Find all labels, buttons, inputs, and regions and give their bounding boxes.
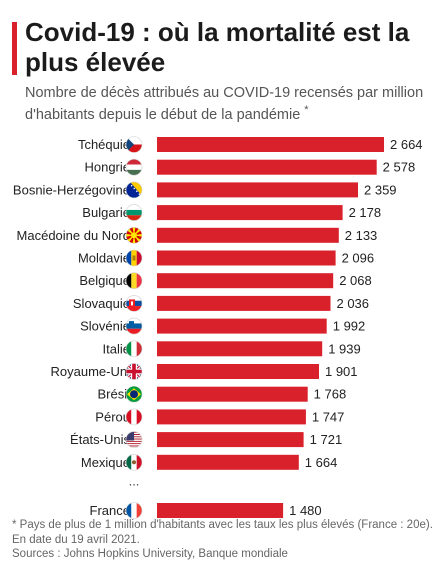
bar xyxy=(157,159,377,175)
it-flag-icon xyxy=(125,340,143,358)
footnote-note: * Pays de plus de 1 million d'habitants … xyxy=(12,519,433,531)
mx-flag-icon xyxy=(125,453,143,471)
value-label: 1 721 xyxy=(310,432,343,447)
sk-flag-icon xyxy=(125,295,143,312)
value-label: 2 068 xyxy=(339,273,372,288)
us-flag-icon xyxy=(125,431,143,448)
cz-flag-icon xyxy=(125,136,143,153)
chart-title: Covid-19 : où la mortalité est la plus é… xyxy=(25,17,410,77)
bar xyxy=(157,503,284,518)
bg-flag-icon xyxy=(125,204,143,221)
si-flag-icon xyxy=(125,317,143,335)
bar xyxy=(157,409,306,425)
value-label: 1 992 xyxy=(333,319,366,334)
value-label: 1 901 xyxy=(325,364,358,379)
bar xyxy=(157,250,336,266)
category-label: Slovaquie xyxy=(73,296,130,311)
bar xyxy=(157,137,384,152)
footnote-sources: Sources : Johns Hopkins University, Banq… xyxy=(12,548,288,560)
value-label: 1 768 xyxy=(314,387,347,402)
category-label: Brésil xyxy=(97,387,130,402)
value-label: 2 036 xyxy=(336,296,369,311)
value-label: 1 664 xyxy=(305,455,338,470)
category-label: Macédoine du Nord xyxy=(17,228,130,243)
category-label: Royaume-Uni xyxy=(51,364,131,379)
value-label: 2 359 xyxy=(364,182,397,197)
bar xyxy=(157,205,343,221)
category-label: Belgique xyxy=(79,273,130,288)
bar xyxy=(157,273,334,289)
bar xyxy=(157,386,308,402)
uk-flag-icon xyxy=(125,363,143,380)
bar xyxy=(157,318,327,334)
chart-subtitle: Nombre de décès attribués au COVID-19 re… xyxy=(25,85,425,124)
br-flag-icon xyxy=(125,385,143,403)
category-label: Moldavie xyxy=(78,251,130,266)
category-label: Slovénie xyxy=(80,319,130,334)
bar xyxy=(157,227,339,243)
value-label: 1 939 xyxy=(328,341,361,356)
category-label: États-Unis xyxy=(70,432,130,447)
category-label: Hongrie xyxy=(84,160,130,175)
bar xyxy=(157,364,319,379)
subtitle-footnote-mark: * xyxy=(304,104,309,116)
category-label: Bulgarie xyxy=(82,205,130,220)
pe-flag-icon xyxy=(125,408,143,426)
value-label: 1 480 xyxy=(289,503,322,518)
md-flag-icon xyxy=(125,249,143,267)
hu-flag-icon xyxy=(125,158,143,176)
category-label: Bosnie-Herzégovine xyxy=(13,182,130,197)
be-flag-icon xyxy=(125,272,143,290)
fr-flag-icon xyxy=(125,502,143,519)
category-label: Mexique xyxy=(81,455,130,470)
subtitle-text: Nombre de décès attribués au COVID-19 re… xyxy=(25,85,424,123)
category-label: Tchéquie xyxy=(78,137,130,152)
title-accent-bar xyxy=(12,22,17,75)
category-label: Italie xyxy=(103,341,130,356)
value-label: 1 747 xyxy=(312,409,345,424)
category-label: Pérou xyxy=(95,409,130,424)
footnote-date: En date du 19 avril 2021. xyxy=(12,533,140,546)
value-label: 2 664 xyxy=(390,137,423,152)
value-label: 2 178 xyxy=(349,205,382,220)
bar xyxy=(157,295,331,311)
value-label: 2 578 xyxy=(383,160,416,175)
bar xyxy=(157,182,358,198)
ellipsis-label: ... xyxy=(129,474,140,489)
bar xyxy=(157,341,323,357)
value-label: 2 133 xyxy=(345,228,378,243)
bar xyxy=(157,432,304,448)
category-label: France xyxy=(90,503,130,518)
value-label: 2 096 xyxy=(342,251,375,266)
chart-footnote: * Pays de plus de 1 million d'habitants … xyxy=(12,518,433,562)
ba-flag-icon xyxy=(125,181,143,199)
bar xyxy=(157,454,299,470)
